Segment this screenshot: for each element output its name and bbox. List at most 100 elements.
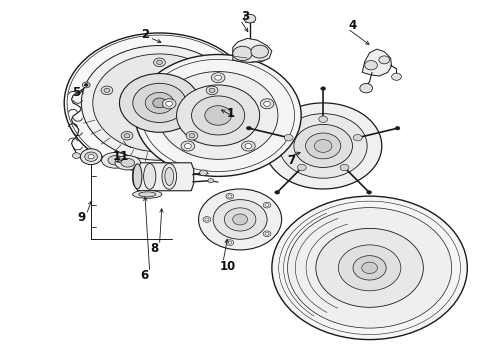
- Circle shape: [205, 218, 209, 221]
- Text: 11: 11: [112, 150, 128, 163]
- Circle shape: [340, 164, 349, 171]
- Circle shape: [84, 84, 88, 86]
- Ellipse shape: [162, 163, 176, 189]
- Circle shape: [316, 228, 423, 307]
- Ellipse shape: [132, 166, 140, 187]
- Text: 7: 7: [287, 154, 295, 167]
- Circle shape: [264, 101, 270, 106]
- Circle shape: [158, 72, 278, 159]
- Circle shape: [199, 170, 207, 176]
- Circle shape: [224, 208, 256, 231]
- Circle shape: [338, 245, 401, 291]
- Circle shape: [82, 82, 90, 88]
- Circle shape: [379, 56, 390, 64]
- Circle shape: [265, 232, 269, 235]
- Circle shape: [211, 73, 225, 83]
- Circle shape: [157, 60, 162, 64]
- Circle shape: [209, 88, 215, 93]
- Circle shape: [226, 193, 234, 199]
- Circle shape: [120, 73, 199, 132]
- Circle shape: [192, 96, 245, 135]
- Circle shape: [395, 126, 400, 130]
- Circle shape: [263, 202, 271, 208]
- Circle shape: [85, 152, 98, 161]
- Text: 4: 4: [348, 19, 357, 32]
- Circle shape: [275, 190, 280, 194]
- Circle shape: [228, 195, 232, 198]
- Circle shape: [392, 73, 401, 80]
- Text: 5: 5: [73, 86, 80, 99]
- Circle shape: [81, 46, 238, 160]
- Circle shape: [245, 144, 252, 149]
- Circle shape: [124, 134, 130, 138]
- Circle shape: [73, 153, 80, 158]
- Circle shape: [215, 75, 221, 80]
- Circle shape: [205, 106, 231, 125]
- Circle shape: [93, 54, 226, 152]
- Circle shape: [80, 149, 102, 165]
- Polygon shape: [135, 163, 194, 191]
- Circle shape: [153, 98, 166, 108]
- Circle shape: [213, 200, 267, 239]
- Ellipse shape: [165, 167, 173, 185]
- Circle shape: [101, 86, 113, 95]
- Circle shape: [362, 262, 377, 274]
- Circle shape: [233, 46, 252, 60]
- Text: 9: 9: [77, 211, 85, 224]
- Circle shape: [244, 14, 256, 23]
- Circle shape: [242, 141, 255, 151]
- Circle shape: [88, 154, 94, 159]
- Ellipse shape: [115, 156, 141, 170]
- Circle shape: [198, 189, 282, 250]
- Circle shape: [246, 126, 251, 130]
- Circle shape: [184, 144, 191, 149]
- Text: 2: 2: [141, 28, 149, 41]
- Ellipse shape: [133, 164, 142, 189]
- Circle shape: [297, 164, 306, 171]
- Text: 8: 8: [150, 242, 159, 255]
- Circle shape: [186, 131, 198, 140]
- Text: 3: 3: [241, 10, 249, 23]
- Circle shape: [181, 141, 195, 151]
- Circle shape: [306, 133, 341, 159]
- Circle shape: [189, 134, 195, 138]
- Circle shape: [353, 134, 362, 141]
- Circle shape: [260, 99, 274, 109]
- Circle shape: [203, 217, 211, 222]
- Circle shape: [353, 256, 386, 280]
- Circle shape: [233, 214, 247, 225]
- Ellipse shape: [133, 190, 162, 198]
- Text: 6: 6: [141, 269, 149, 282]
- Circle shape: [265, 103, 382, 189]
- Ellipse shape: [144, 163, 156, 189]
- Circle shape: [367, 190, 371, 194]
- Circle shape: [226, 240, 234, 246]
- Circle shape: [284, 134, 293, 141]
- Ellipse shape: [108, 156, 123, 165]
- Circle shape: [208, 179, 214, 183]
- Circle shape: [206, 86, 218, 95]
- Circle shape: [166, 101, 172, 106]
- Circle shape: [104, 88, 110, 93]
- Circle shape: [162, 99, 176, 109]
- Circle shape: [135, 54, 301, 176]
- Circle shape: [133, 83, 186, 122]
- Ellipse shape: [139, 192, 156, 197]
- Circle shape: [279, 114, 367, 178]
- Circle shape: [272, 196, 467, 339]
- Circle shape: [251, 45, 269, 58]
- Text: 10: 10: [220, 260, 236, 273]
- Circle shape: [64, 33, 255, 173]
- Circle shape: [145, 93, 174, 113]
- Circle shape: [315, 139, 332, 152]
- Circle shape: [176, 85, 260, 146]
- Polygon shape: [233, 39, 272, 62]
- Circle shape: [265, 204, 269, 207]
- Text: 1: 1: [226, 107, 234, 120]
- Circle shape: [263, 231, 271, 237]
- Circle shape: [294, 125, 352, 167]
- Polygon shape: [362, 49, 392, 76]
- Circle shape: [321, 87, 326, 90]
- Ellipse shape: [121, 158, 135, 167]
- Circle shape: [228, 241, 232, 244]
